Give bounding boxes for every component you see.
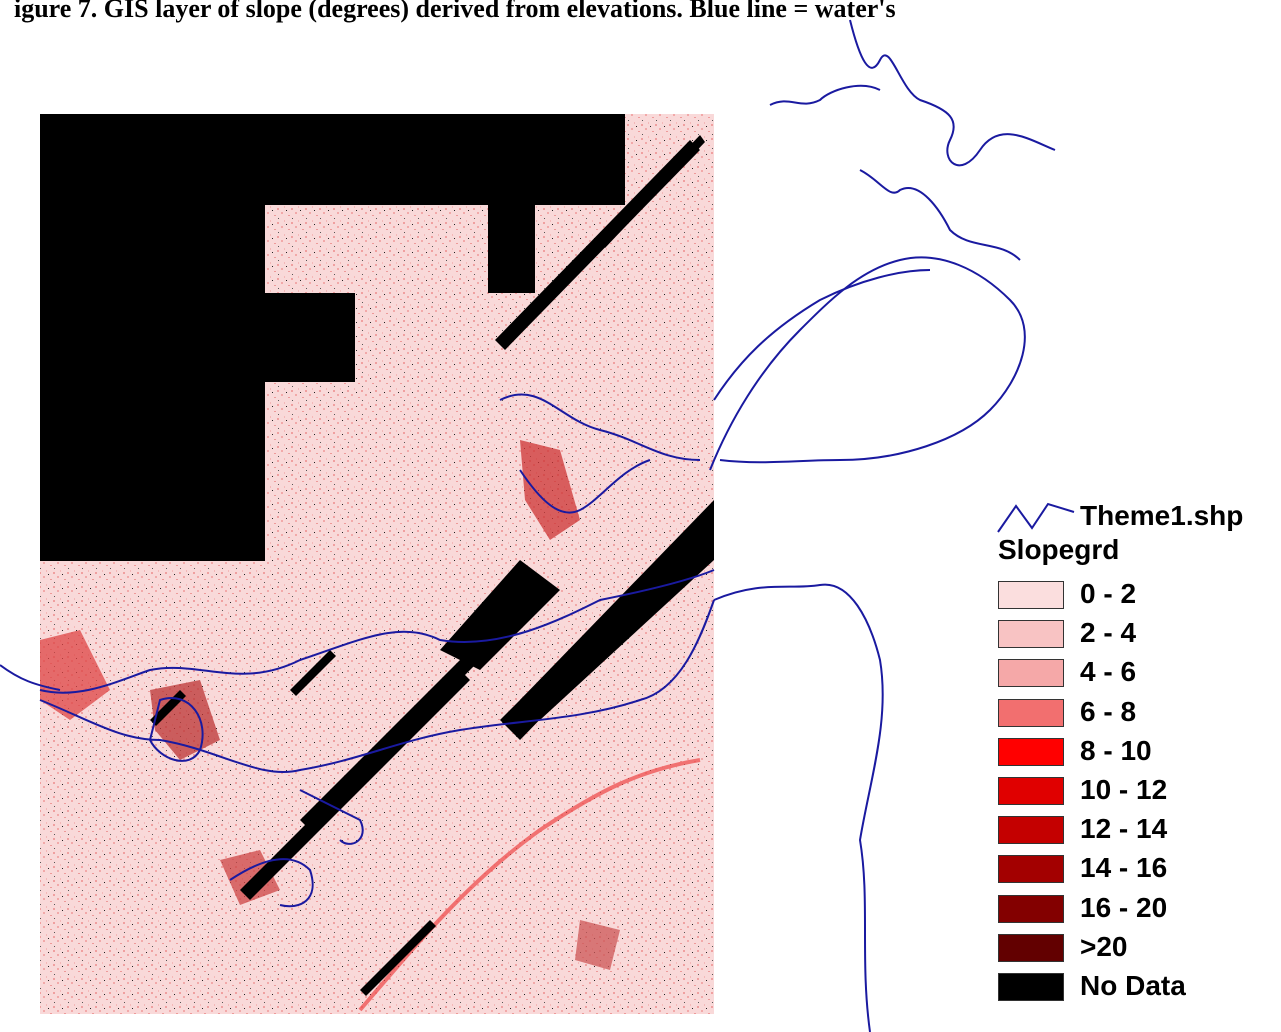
figure-caption: igure 7. GIS layer of slope (degrees) de… [14, 0, 896, 23]
legend-class-label: 6 - 8 [1080, 695, 1137, 727]
legend-class-swatch [998, 894, 1064, 923]
legend-class-label: >20 [1080, 930, 1128, 962]
legend-class-swatch [998, 659, 1064, 688]
legend-class-swatch [998, 855, 1064, 884]
legend-class-label: 4 - 6 [1080, 656, 1137, 688]
shoreline-theme1 [0, 19, 1056, 1032]
legend-class-swatch [998, 777, 1064, 805]
legend-class-swatch [998, 933, 1064, 962]
legend-class-swatch [998, 581, 1064, 609]
legend-line-theme-label: Theme1.shp [1080, 500, 1244, 531]
legend-class-label: 12 - 14 [1080, 813, 1168, 845]
map-legend: Theme1.shp Slopegrd 0 - 2 2 - 4 4 - 6 6 - 8… [996, 500, 1281, 1030]
legend-class-label: 10 - 12 [1080, 774, 1168, 805]
legend-class-swatch [998, 620, 1064, 649]
legend-class-label: 14 - 16 [1080, 852, 1168, 884]
legend-class-swatch [998, 737, 1064, 766]
legend-class-swatch [998, 816, 1064, 845]
legend-class-label: No Data [1080, 970, 1186, 1001]
legend-class-swatch [998, 698, 1064, 727]
legend-class-label: 16 - 20 [1080, 891, 1168, 923]
legend-class-swatch [998, 973, 1064, 1001]
legend-class-label: 8 - 10 [1080, 734, 1152, 766]
legend-grid-title: Slopegrd [998, 534, 1120, 565]
legend-class-label: 2 - 4 [1080, 617, 1137, 649]
steep-slope-areas [40, 440, 620, 970]
no-data-block [40, 114, 625, 561]
legend-class-label: 0 - 2 [1080, 578, 1137, 609]
theme-line-symbol-icon [997, 502, 1075, 533]
no-data-streaks [150, 135, 714, 996]
red-ridge-line [358, 758, 701, 1012]
